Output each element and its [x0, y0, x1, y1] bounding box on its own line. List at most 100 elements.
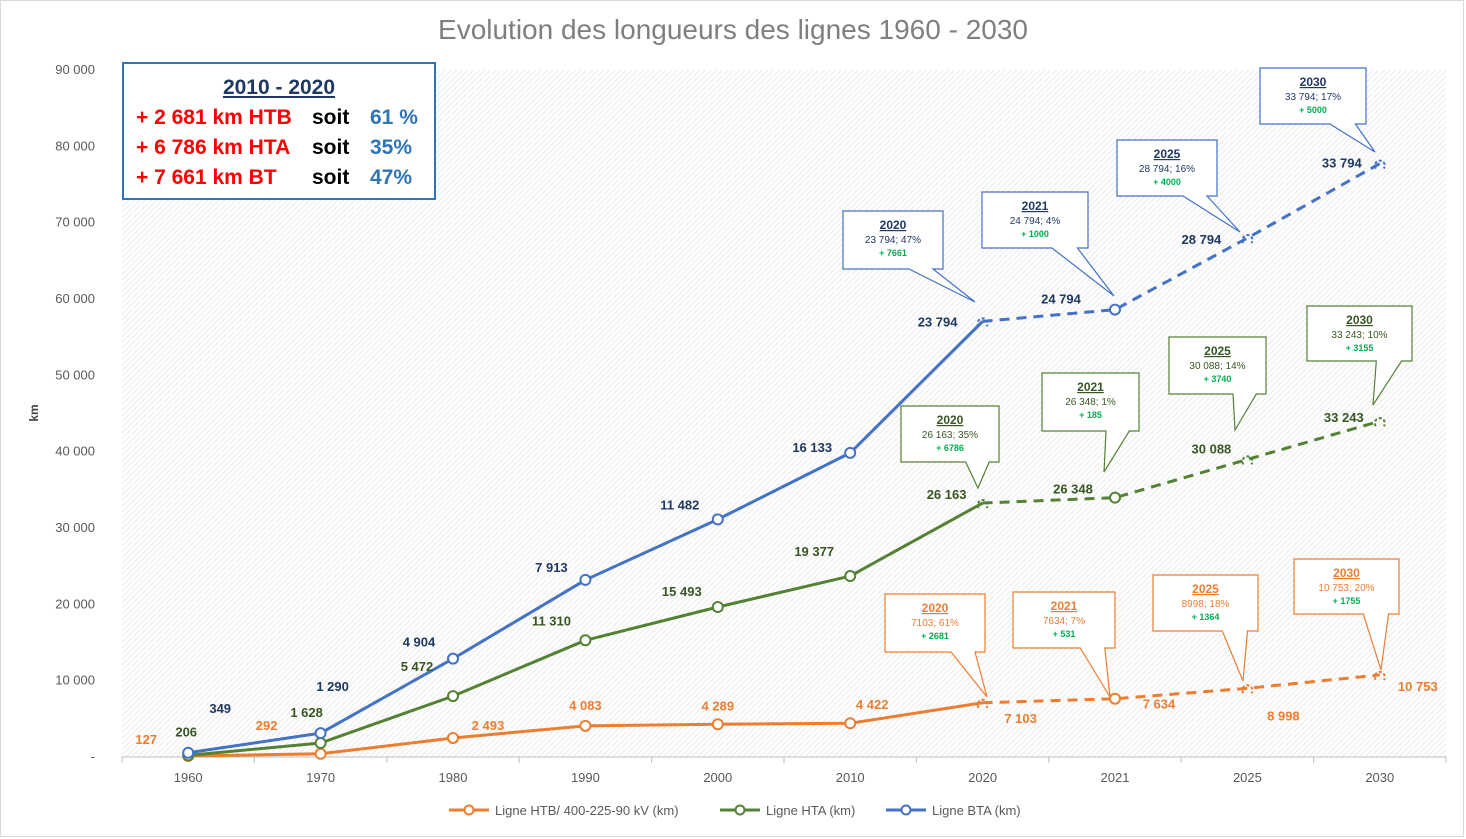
callout-1-2030: 2030 33 243; 10% + 3155: [1306, 305, 1413, 406]
callout-box: [900, 405, 1000, 490]
series-projection-line-2: [982, 162, 1381, 323]
data-label-1-2021: 26 348: [1053, 482, 1093, 497]
callout-box: [1116, 139, 1241, 233]
callout-value: 28 794; 16%: [1139, 164, 1195, 175]
data-point-0-2025: [1241, 684, 1254, 694]
summary-km-bt: + 7 661 km BT: [136, 166, 277, 189]
data-point-0-2030: [1373, 670, 1386, 681]
callout-year: 2021: [1022, 199, 1049, 213]
y-tick-label-80000: 80 000: [55, 138, 95, 153]
data-point-0-1990: [579, 719, 592, 732]
data-point-2-1960: [182, 746, 195, 759]
series-projection-line-0: [982, 673, 1380, 705]
callout-box: [842, 210, 976, 303]
callout-box: [1012, 591, 1116, 698]
data-label-0-1960: 127: [135, 732, 157, 747]
data-point-2-1990: [579, 573, 592, 586]
callout-delta: + 3155: [1346, 343, 1374, 353]
data-label-2-2000: 11 482: [660, 497, 699, 512]
data-label-2-1960: 349: [209, 701, 231, 716]
data-label-0-1970: 292: [256, 718, 278, 733]
y-tick-label-70000: 70 000: [55, 215, 95, 230]
data-label-1-2010: 19 377: [794, 544, 834, 559]
callout-delta: + 531: [1053, 629, 1076, 639]
data-label-1-2030: 33 243: [1324, 410, 1364, 425]
data-point-2-2000: [711, 513, 724, 526]
callout-delta: + 7661: [879, 248, 907, 258]
y-tick-label-40000: 40 000: [55, 444, 95, 459]
y-tick-label-50000: 50 000: [55, 367, 95, 382]
callout-year: 2021: [1051, 599, 1078, 613]
data-label-0-2025: 8 998: [1267, 708, 1300, 723]
data-label-0-2020: 7 103: [1004, 711, 1037, 726]
callout-0-2020: 2020 7103; 61% + 2681: [884, 593, 988, 698]
y-axis-label: km: [27, 404, 41, 421]
summary-pct-bt: 47%: [370, 166, 413, 189]
data-label-1-1990: 11 310: [532, 613, 571, 628]
callout-box: [981, 191, 1115, 297]
callout-delta: + 1000: [1021, 229, 1049, 239]
legend-label-hta: Ligne HTA (km): [766, 803, 856, 818]
callout-delta: + 5000: [1299, 105, 1327, 115]
callout-value: 33 243; 10%: [1331, 330, 1387, 341]
data-label-1-1980: 5 472: [401, 659, 434, 674]
callout-delta: + 3740: [1204, 374, 1232, 384]
callout-year: 2025: [1204, 344, 1231, 358]
callout-0-2030: 2030 10 753; 20% + 1755: [1293, 558, 1400, 671]
callout-box: [884, 593, 988, 698]
data-point-2-2025: [1241, 234, 1254, 244]
x-tick-label-2010: 2010: [836, 770, 865, 785]
data-label-0-1980: 2 493: [472, 718, 505, 733]
callout-value: 10 753; 20%: [1318, 583, 1374, 594]
data-point-2-1980: [447, 652, 459, 665]
legend-label-bta: Ligne BTA (km): [932, 803, 1021, 818]
summary-soit-hta: soit: [312, 136, 350, 159]
callout-year: 2030: [1333, 566, 1360, 580]
data-point-0-2021: [1109, 692, 1121, 705]
data-point-1-2000: [711, 601, 724, 614]
callout-year: 2021: [1077, 380, 1104, 394]
chart-title: Evolution des longueurs des lignes 1960 …: [438, 14, 1028, 45]
summary-km-hta: + 6 786 km HTA: [136, 136, 291, 159]
summary-pct-htb: 61 %: [370, 106, 418, 129]
x-tick-label-2030: 2030: [1365, 770, 1394, 785]
x-tick-label-1980: 1980: [439, 770, 468, 785]
data-point-1-2021: [1109, 491, 1121, 504]
legend-swatch-hta: [720, 804, 760, 816]
data-point-1-1990: [579, 634, 592, 647]
data-point-0-1970: [314, 747, 327, 760]
data-point-0-2020: [976, 698, 989, 709]
data-label-0-2000: 4 289: [702, 698, 735, 713]
summary-box: 2010 - 2020 + 2 681 km HTB soit 61 % + 6…: [122, 62, 436, 200]
data-point-0-1980: [447, 731, 459, 744]
data-point-1-2020: [976, 499, 989, 509]
callout-year: 2025: [1154, 147, 1181, 161]
data-label-0-1990: 4 083: [569, 698, 602, 713]
data-point-2-1970: [314, 727, 327, 740]
callout-delta: + 1364: [1192, 612, 1220, 622]
data-label-2-1970: 1 290: [316, 679, 349, 694]
data-point-2-2021: [1109, 303, 1121, 316]
data-point-1-2025: [1241, 455, 1254, 466]
callout-year: 2020: [922, 601, 949, 615]
data-label-2-2025: 28 794: [1182, 232, 1223, 247]
callout-delta: + 1755: [1333, 596, 1361, 606]
x-tick-label-2000: 2000: [703, 770, 732, 785]
callout-box: [1293, 558, 1400, 671]
callout-year: 2020: [937, 413, 964, 427]
callout-2-2030: 2030 33 794; 17% + 5000: [1259, 67, 1376, 153]
data-label-2-2010: 16 133: [792, 440, 832, 455]
data-label-1-2020: 26 163: [927, 487, 967, 502]
data-label-2-1990: 7 913: [535, 560, 568, 575]
callout-year: 2020: [880, 218, 907, 232]
y-tick-label-30000: 30 000: [55, 520, 95, 535]
legend-swatch-bta: [886, 804, 926, 816]
callout-2-2020: 2020 23 794; 47% + 7661: [842, 210, 976, 303]
callout-delta: + 2681: [921, 631, 949, 641]
callout-1-2025: 2025 30 088; 14% + 3740: [1168, 336, 1267, 433]
x-tick-label-2021: 2021: [1101, 770, 1130, 785]
callout-box: [1168, 336, 1267, 433]
data-label-0-2010: 4 422: [856, 697, 889, 712]
callout-year: 2030: [1300, 75, 1327, 89]
callout-delta: + 185: [1079, 410, 1102, 420]
